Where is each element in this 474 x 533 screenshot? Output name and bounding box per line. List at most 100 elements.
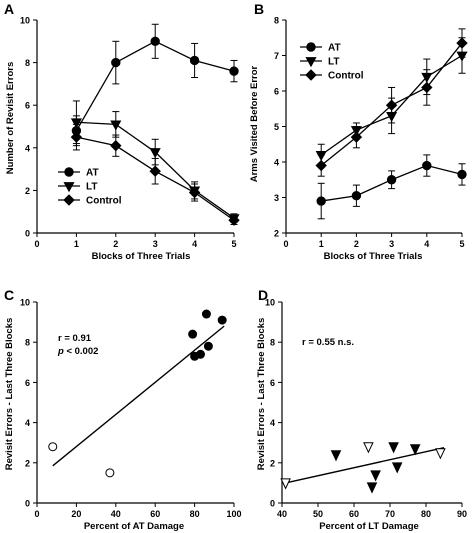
panel-b-plot: 0 1 2 3 4 5 2 3 4 5 6 7 8 AT LT Control bbox=[274, 16, 468, 249]
panel-c-point-filled bbox=[201, 309, 211, 319]
panel-d-point-filled bbox=[388, 442, 399, 454]
panel-d-fit-line bbox=[285, 447, 445, 484]
panel-a-x-tick-label: 2 bbox=[113, 239, 118, 249]
panel-d-x-tick-label: 90 bbox=[457, 509, 467, 519]
panel-c-y-tick-label: 0 bbox=[25, 499, 30, 509]
panel-b-y-tick-label: 7 bbox=[274, 51, 279, 61]
panel-a-series-control-point bbox=[70, 131, 83, 143]
panel-a-y-tick-label: 8 bbox=[25, 58, 30, 68]
panel-b-y-tick-label: 5 bbox=[274, 122, 279, 132]
panel-b-legend-at-label: AT bbox=[328, 43, 341, 54]
panel-b-x-tick-label: 3 bbox=[389, 239, 394, 249]
panel-c-label: C bbox=[4, 287, 14, 303]
panel-b-ylabel: Arms Visited Before Error bbox=[249, 65, 260, 182]
panel-d: D Percent of LT Damage Revisit Errors - … bbox=[256, 287, 467, 532]
panel-a-legend-lt-label: LT bbox=[86, 182, 97, 193]
panel-d-point-open bbox=[280, 478, 291, 490]
panel-c-x-tick-label: 60 bbox=[150, 509, 160, 519]
panel-a-series-at-point bbox=[111, 57, 121, 68]
panel-d-xlabel: Percent of LT Damage bbox=[319, 521, 419, 532]
panel-a-x-tick-label: 3 bbox=[153, 239, 158, 249]
panel-d-point-filled bbox=[330, 450, 342, 462]
panel-a-legend-control-label: Control bbox=[86, 196, 122, 207]
panel-a-series-lt-point bbox=[110, 120, 122, 131]
panel-b-series-control-point bbox=[315, 159, 327, 172]
panel-c-x-tick-label: 80 bbox=[190, 509, 200, 519]
panel-d-y-tick-label: 4 bbox=[270, 418, 275, 428]
panel-a-series-control-point bbox=[110, 139, 122, 152]
panel-d-y-tick-label: 10 bbox=[265, 298, 275, 308]
panel-a-legend-at-label: AT bbox=[86, 168, 99, 179]
panel-a-legend-control-marker bbox=[63, 194, 75, 206]
panel-d-point-filled bbox=[370, 470, 381, 482]
panel-a-x-tick-label: 0 bbox=[34, 239, 39, 249]
panel-c-fit-line bbox=[52, 325, 225, 467]
panel-c-point-filled bbox=[188, 329, 198, 339]
panel-c-ylabel: Revisit Errors - Last Three Blocks bbox=[4, 318, 15, 471]
panel-b-x-tick-label: 5 bbox=[459, 239, 464, 249]
panel-a-legend-at-marker bbox=[64, 167, 74, 177]
panel-b-legend-lt-marker bbox=[305, 57, 317, 68]
panel-c-xlabel: Percent of AT Damage bbox=[84, 521, 184, 532]
panel-d-y-tick-label: 6 bbox=[270, 378, 275, 388]
panel-c-x-tick-label: 40 bbox=[111, 509, 121, 519]
panel-b-legend-lt-label: LT bbox=[328, 57, 339, 68]
panel-a-series-control-point bbox=[149, 165, 161, 177]
panel-d-x-tick-label: 60 bbox=[349, 509, 359, 519]
panel-b-xlabel: Blocks of Three Trials bbox=[324, 251, 423, 262]
panel-a-y-tick-label: 4 bbox=[25, 143, 30, 153]
panel-b: B Blocks of Three Trials Arms Visited Be… bbox=[249, 1, 468, 262]
panel-d-point-filled bbox=[391, 462, 403, 474]
panel-d-point-filled bbox=[409, 444, 421, 456]
panel-b-series-at-point bbox=[422, 160, 432, 171]
panel-a: A Blocks of Three Trials Number of Revis… bbox=[4, 1, 240, 262]
panel-b-y-tick-label: 2 bbox=[274, 229, 279, 239]
panel-b-y-tick-label: 3 bbox=[274, 193, 279, 203]
panel-d-x-tick-label: 40 bbox=[277, 509, 287, 519]
panel-d-plot: 40 50 60 70 80 90 0 2 4 6 8 10 r = 0.55 n.s. bbox=[265, 298, 467, 520]
panel-b-legend-at-marker bbox=[306, 42, 316, 52]
panel-a-plot: 0 1 2 3 4 5 0 2 4 6 8 10 AT LT Control bbox=[20, 16, 240, 249]
panel-d-y-tick-label: 8 bbox=[270, 338, 275, 348]
panel-a-label: A bbox=[4, 1, 14, 17]
panel-b-series-at-point bbox=[316, 196, 326, 206]
panel-d-x-tick-label: 50 bbox=[313, 509, 323, 519]
panel-c-point-filled bbox=[217, 315, 227, 325]
panel-c-plot: 0 20 40 60 80 100 0 2 4 6 8 10 r = 0.91 p < 0.002 bbox=[20, 298, 242, 520]
panel-c-point-open bbox=[48, 442, 58, 452]
panel-b-series-at-point bbox=[351, 191, 362, 201]
panel-c-point-filled bbox=[196, 349, 206, 359]
panel-c-x-tick-label: 100 bbox=[226, 509, 241, 519]
panel-a-y-tick-label: 10 bbox=[20, 16, 30, 26]
panel-c-point-filled bbox=[203, 341, 213, 351]
panel-a-series-control-point bbox=[188, 186, 201, 199]
panel-c-y-tick-label: 6 bbox=[25, 378, 30, 388]
panel-b-y-tick-label: 8 bbox=[274, 16, 279, 26]
panel-c-point-open bbox=[105, 468, 115, 478]
panel-b-x-tick-label: 2 bbox=[354, 239, 359, 249]
panel-a-legend-lt-marker bbox=[63, 182, 75, 193]
panel-c-annotation: r = 0.91 bbox=[58, 333, 92, 344]
panel-b-series-control-point bbox=[456, 37, 468, 49]
panel-d-x-tick-label: 70 bbox=[385, 509, 395, 519]
panel-b-y-tick-label: 6 bbox=[274, 87, 279, 97]
panel-b-legend-control-label: Control bbox=[328, 71, 364, 82]
panel-a-series-lt-point bbox=[70, 118, 82, 129]
panel-b-x-tick-label: 4 bbox=[424, 239, 429, 249]
panel-a-xlabel: Blocks of Three Trials bbox=[92, 251, 191, 262]
panel-b-x-tick-label: 0 bbox=[283, 239, 288, 249]
panel-a-series-at-point bbox=[229, 66, 239, 76]
panel-d-annotation: r = 0.55 n.s. bbox=[302, 337, 354, 348]
panel-b-series-control-point bbox=[421, 81, 433, 94]
panel-d-y-tick-label: 2 bbox=[270, 458, 275, 468]
panel-b-series-at-point bbox=[386, 175, 397, 185]
panel-d-y-tick-label: 0 bbox=[270, 499, 275, 509]
panel-b-legend-control-marker bbox=[305, 69, 317, 81]
panel-d-label: D bbox=[258, 287, 268, 303]
panel-b-y-tick-label: 4 bbox=[274, 158, 279, 168]
panel-c: C Percent of AT Damage Revisit Errors - … bbox=[4, 287, 242, 532]
panel-a-series-at-point bbox=[189, 55, 200, 66]
panel-d-point-filled bbox=[366, 482, 378, 494]
panel-d-point-open bbox=[435, 448, 446, 460]
